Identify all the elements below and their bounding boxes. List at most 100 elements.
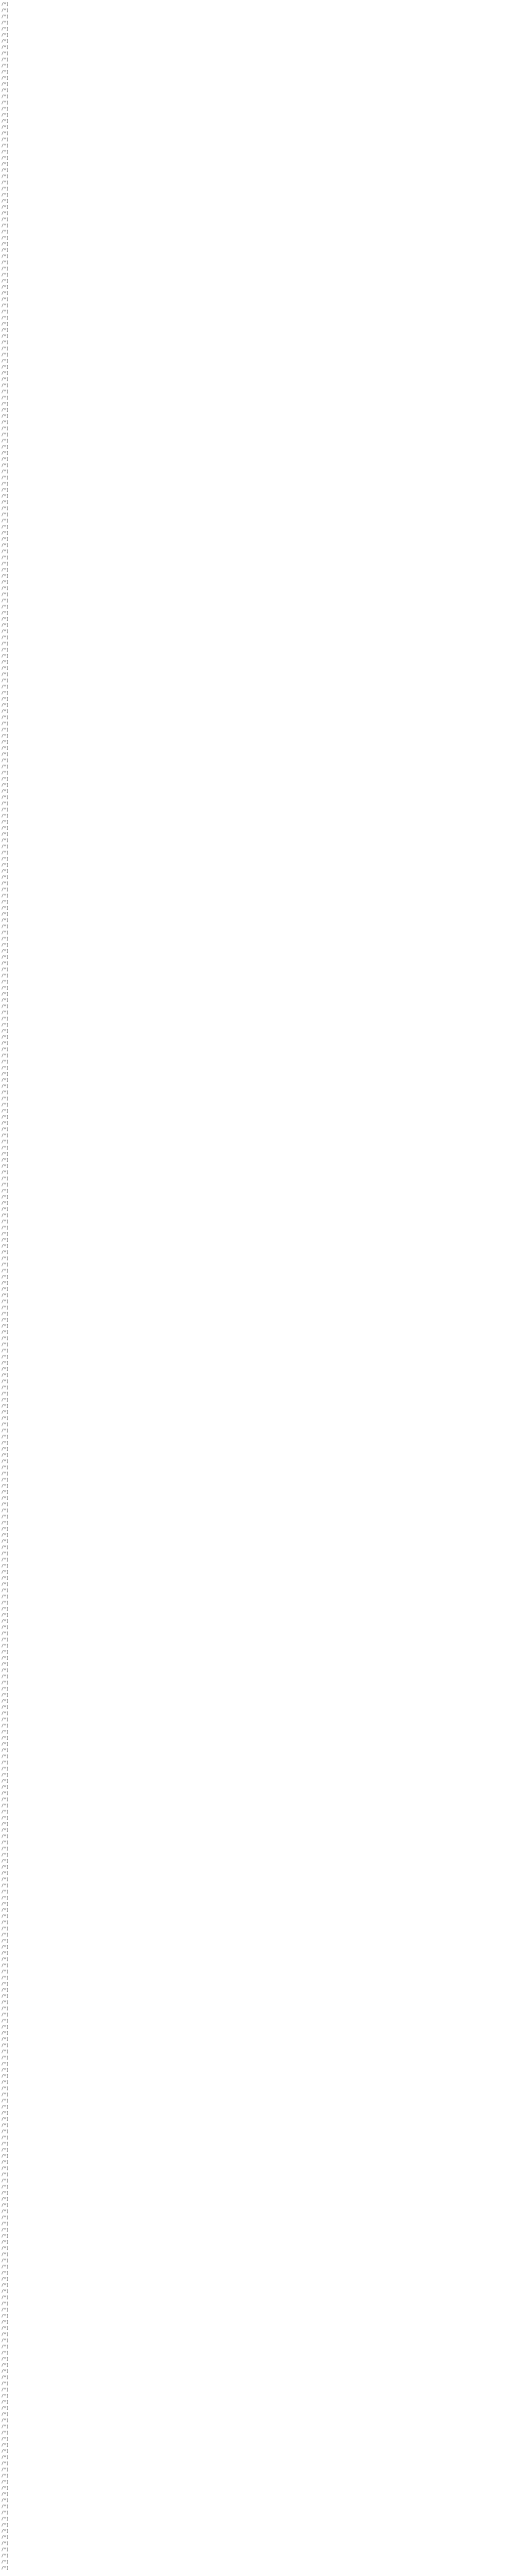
document-line: /*]	[2, 261, 9, 265]
document-line: /*]	[2, 267, 9, 271]
document-line: /*]	[2, 1404, 9, 1409]
document-line: /*]	[2, 1269, 9, 1273]
document-line: /*]	[2, 599, 9, 603]
document-line: /*]	[2, 2117, 9, 2122]
document-line: /*]	[2, 451, 9, 456]
document-line: /*]	[2, 1398, 9, 1403]
document-line: /*]	[2, 347, 9, 351]
document-line: /*]	[2, 2339, 9, 2343]
document-line: /*]	[2, 1152, 9, 1157]
document-line: /*]	[2, 2130, 9, 2134]
document-line: /*]	[2, 802, 9, 806]
document-line: /*]	[2, 224, 9, 228]
document-line: /*]	[2, 187, 9, 191]
document-line: /*]	[2, 826, 9, 831]
document-line: /*]	[2, 162, 9, 167]
document-line: /*]	[2, 1933, 9, 1937]
document-line: /*]	[2, 402, 9, 407]
document-line: /*]	[2, 1226, 9, 1230]
document-line: /*]	[2, 1964, 9, 1968]
document-line: /*]	[2, 494, 9, 499]
document-line: /*]	[2, 1914, 9, 1919]
document-line: /*]	[2, 2357, 9, 2362]
document-line: /*]	[2, 1035, 9, 1040]
document-line: /*]	[2, 1447, 9, 1452]
document-line: /*]	[2, 1754, 9, 1759]
document-line: /*]	[2, 205, 9, 210]
document-line: /*]	[2, 2197, 9, 2202]
document-line: /*]	[2, 1545, 9, 1550]
document-line: /*]	[2, 2166, 9, 2171]
document-line: /*]	[2, 297, 9, 302]
document-line: /*]	[2, 1435, 9, 1439]
document-line: /*]	[2, 1183, 9, 1187]
document-line: /*]	[2, 1047, 9, 1052]
document-line: /*]	[2, 1908, 9, 1913]
document-line: /*]	[2, 285, 9, 290]
document-line: /*]	[2, 1656, 9, 1661]
document-line: /*]	[2, 1638, 9, 1642]
document-line: /*]	[2, 2185, 9, 2189]
document-line: /*]	[2, 1134, 9, 1138]
document-line: /*]	[2, 242, 9, 247]
document-line: /*]	[2, 2007, 9, 2011]
document-line: /*]	[2, 2498, 9, 2503]
document-line: /*]	[2, 427, 9, 431]
document-line: /*]	[2, 1736, 9, 1741]
document-line: /*]	[2, 359, 9, 363]
document-line: /*]	[2, 2, 9, 7]
document-line: /*]	[2, 1416, 9, 1421]
document-line: /*]	[2, 119, 9, 124]
document-line: /*]	[2, 1392, 9, 1396]
document-line: /*]	[2, 488, 9, 493]
document-line: /*]	[2, 1213, 9, 1218]
document-line: /*]	[2, 2554, 9, 2558]
document-line: /*]	[2, 193, 9, 198]
document-line: /*]	[2, 1146, 9, 1150]
document-line: /*]	[2, 2382, 9, 2386]
document-line: /*]	[2, 2111, 9, 2116]
document-line: /*]	[2, 2222, 9, 2226]
document-line: /*]	[2, 304, 9, 308]
document-line: /*]	[2, 1250, 9, 1255]
document-line: /*]	[2, 691, 9, 695]
document-line: /*]	[2, 377, 9, 382]
document-line: /*]	[2, 1324, 9, 1329]
document-line: /*]	[2, 1066, 9, 1071]
document-line: /*]	[2, 2093, 9, 2097]
document-line: /*]	[2, 642, 9, 646]
document-line: /*]	[2, 2406, 9, 2411]
document-line: /*]	[2, 1613, 9, 1618]
document-line: /*]	[2, 2283, 9, 2288]
document-line: /*]	[2, 1509, 9, 1513]
document-line: /*]	[2, 875, 9, 880]
document-line: /*]	[2, 2332, 9, 2337]
document-line: /*]	[2, 2086, 9, 2091]
document-line: /*]	[2, 2541, 9, 2546]
document-line: /*]	[2, 328, 9, 333]
document-line: /*]	[2, 1170, 9, 1175]
document-line: /*]	[2, 2246, 9, 2251]
document-line: /*]	[2, 2548, 9, 2552]
document-line: /*]	[2, 832, 9, 837]
document-line: /*]	[2, 457, 9, 462]
document-line: /*]	[2, 1582, 9, 1587]
document-line: /*]	[2, 316, 9, 320]
document-line: /*]	[2, 476, 9, 480]
document-line: /*]	[2, 1379, 9, 1384]
document-line: /*]	[2, 1841, 9, 1845]
document-line: /*]	[2, 894, 9, 898]
document-line: /*]	[2, 1441, 9, 1446]
document-line: /*]	[2, 1625, 9, 1630]
document-line: /*]	[2, 199, 9, 204]
document-line: /*]	[2, 2037, 9, 2042]
document-line: /*]	[2, 2295, 9, 2300]
document-line: /*]	[2, 2535, 9, 2540]
document-line: /*]	[2, 396, 9, 400]
document-line: /*]	[2, 1140, 9, 1144]
document-line: /*]	[2, 1103, 9, 1107]
document-line: /*]	[2, 2394, 9, 2398]
document-line: /*]	[2, 1004, 9, 1009]
document-line: /*]	[2, 76, 9, 81]
